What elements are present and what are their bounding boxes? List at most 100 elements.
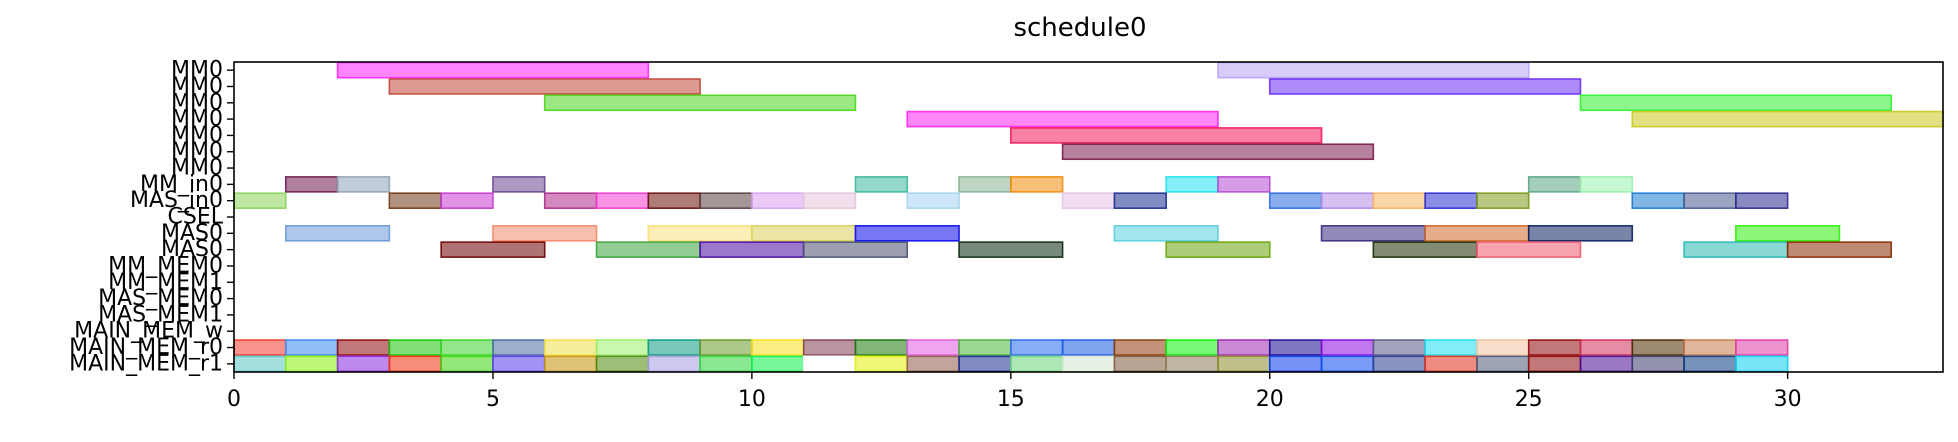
task-bar <box>234 193 286 208</box>
task-bar <box>1166 242 1270 257</box>
task-bar <box>959 340 1011 355</box>
task-bar <box>1114 193 1166 208</box>
task-bar <box>855 177 907 192</box>
task-bar <box>1114 340 1166 355</box>
task-bar <box>1114 356 1166 371</box>
task-bar <box>1425 226 1529 241</box>
task-bar <box>545 193 597 208</box>
task-bar <box>1011 356 1063 371</box>
task-bar <box>1011 177 1063 192</box>
task-bar <box>804 340 856 355</box>
task-bar <box>493 356 545 371</box>
task-bar <box>1322 193 1374 208</box>
x-tick-label: 10 <box>738 387 766 412</box>
chart-title: schedule0 <box>1013 13 1146 43</box>
task-bar <box>1425 193 1477 208</box>
x-tick-label: 15 <box>997 387 1025 412</box>
x-tick-label: 0 <box>227 387 241 412</box>
task-bar <box>1270 340 1322 355</box>
row-label: MAIN_MEM_r1 <box>69 351 223 376</box>
task-bar <box>338 356 390 371</box>
task-bar <box>1580 340 1632 355</box>
task-bar <box>907 340 959 355</box>
x-tick-label: 20 <box>1256 387 1284 412</box>
task-bar <box>441 242 545 257</box>
task-bar <box>1218 340 1270 355</box>
task-bar <box>855 226 959 241</box>
task-bar <box>1580 95 1891 110</box>
task-bar <box>338 340 390 355</box>
task-bar <box>286 340 338 355</box>
task-bar <box>1322 226 1426 241</box>
task-bar <box>752 356 804 371</box>
x-axis: 0 5 10 15 20 25 30 <box>227 372 1802 412</box>
task-bar <box>1684 242 1788 257</box>
task-bar <box>1373 193 1425 208</box>
task-bar <box>1166 356 1218 371</box>
task-bar <box>1477 356 1529 371</box>
task-bar <box>1529 226 1633 241</box>
task-bar <box>700 356 752 371</box>
task-bar <box>804 356 856 371</box>
task-bar <box>1736 226 1840 241</box>
task-bar <box>493 340 545 355</box>
task-bar <box>1477 340 1529 355</box>
task-bar <box>959 177 1011 192</box>
task-bar <box>1736 356 1788 371</box>
task-bar <box>1373 242 1477 257</box>
task-bar <box>1218 177 1270 192</box>
task-bar <box>1373 356 1425 371</box>
task-bar <box>1425 340 1477 355</box>
task-bar <box>597 242 701 257</box>
task-bar <box>597 193 649 208</box>
task-bar <box>700 193 752 208</box>
task-bar <box>1166 340 1218 355</box>
task-bar <box>907 112 1218 127</box>
task-bar <box>648 226 752 241</box>
task-bar <box>1632 356 1684 371</box>
task-bar <box>441 193 493 208</box>
task-bar <box>1011 128 1322 143</box>
task-bars <box>234 63 1943 372</box>
task-bar <box>1063 340 1115 355</box>
task-bar <box>959 242 1063 257</box>
task-bar <box>1270 79 1581 94</box>
task-bar <box>1063 193 1115 208</box>
task-bar <box>389 356 441 371</box>
task-bar <box>700 340 752 355</box>
x-tick-label: 30 <box>1774 387 1802 412</box>
task-bar <box>1322 340 1374 355</box>
task-bar <box>1218 356 1270 371</box>
task-bar <box>493 226 597 241</box>
task-bar <box>1684 356 1736 371</box>
task-bar <box>597 356 649 371</box>
task-bar <box>1270 193 1322 208</box>
task-bar <box>1580 177 1632 192</box>
task-bar <box>1322 356 1374 371</box>
task-bar <box>855 340 907 355</box>
task-bar <box>1114 226 1218 241</box>
task-bar <box>804 242 908 257</box>
task-bar <box>597 340 649 355</box>
x-tick-label: 25 <box>1515 387 1543 412</box>
task-bar <box>1270 356 1322 371</box>
task-bar <box>234 356 286 371</box>
task-bar <box>286 226 390 241</box>
task-bar <box>338 63 649 78</box>
task-bar <box>545 95 856 110</box>
task-bar <box>1063 144 1374 159</box>
row-labels: MM0MM0MM0MM0MM0MM0MM0MM_in0MAS_in0CSELMA… <box>69 58 234 377</box>
task-bar <box>1425 356 1477 371</box>
task-bar <box>338 177 390 192</box>
task-bar <box>1632 340 1684 355</box>
task-bar <box>1788 242 1892 257</box>
task-bar <box>1632 193 1684 208</box>
task-bar <box>959 356 1011 371</box>
task-bar <box>1684 340 1736 355</box>
task-bar <box>1684 193 1736 208</box>
task-bar <box>700 242 804 257</box>
task-bar <box>389 340 441 355</box>
task-bar <box>441 340 493 355</box>
